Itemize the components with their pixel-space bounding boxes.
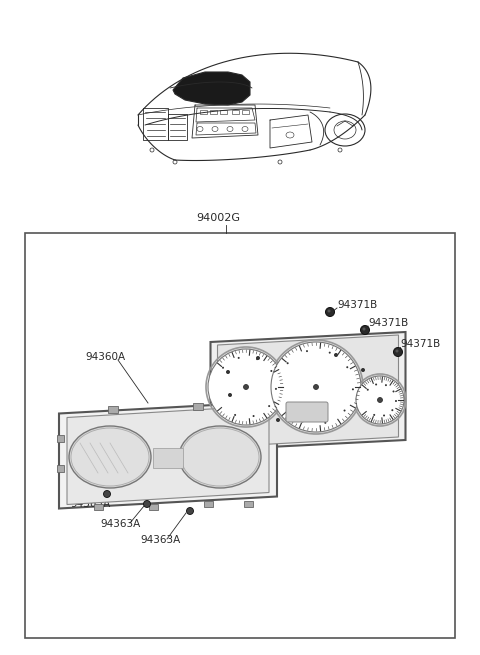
Text: 94371B: 94371B xyxy=(337,300,377,310)
Ellipse shape xyxy=(396,350,398,352)
Ellipse shape xyxy=(144,500,151,508)
Ellipse shape xyxy=(243,384,249,390)
Ellipse shape xyxy=(325,307,335,316)
Ellipse shape xyxy=(271,342,361,432)
Bar xyxy=(242,110,249,114)
Ellipse shape xyxy=(252,415,254,417)
Text: 94363A: 94363A xyxy=(100,519,140,529)
Polygon shape xyxy=(153,448,183,468)
Ellipse shape xyxy=(181,428,259,486)
Ellipse shape xyxy=(367,388,369,391)
Text: 94363A: 94363A xyxy=(70,499,110,509)
Ellipse shape xyxy=(256,358,258,360)
Polygon shape xyxy=(173,72,250,105)
Text: 94363A: 94363A xyxy=(140,535,180,545)
Polygon shape xyxy=(59,402,277,508)
Polygon shape xyxy=(217,335,398,447)
Ellipse shape xyxy=(301,421,303,422)
Bar xyxy=(200,110,207,114)
Polygon shape xyxy=(67,405,269,504)
Ellipse shape xyxy=(234,414,236,416)
Ellipse shape xyxy=(360,326,370,335)
Ellipse shape xyxy=(71,428,149,486)
Ellipse shape xyxy=(329,352,331,354)
Ellipse shape xyxy=(393,390,395,392)
Ellipse shape xyxy=(179,426,261,488)
Text: 94360A: 94360A xyxy=(85,352,125,362)
Ellipse shape xyxy=(383,415,385,417)
Ellipse shape xyxy=(344,409,346,411)
Ellipse shape xyxy=(373,414,375,416)
Bar xyxy=(244,501,253,507)
Bar xyxy=(57,435,64,442)
Ellipse shape xyxy=(334,353,338,357)
Ellipse shape xyxy=(187,508,193,514)
Bar xyxy=(232,110,239,114)
Ellipse shape xyxy=(385,384,387,386)
Ellipse shape xyxy=(362,328,365,331)
Bar xyxy=(94,504,103,510)
Ellipse shape xyxy=(324,422,326,424)
Bar xyxy=(220,110,227,114)
Ellipse shape xyxy=(276,418,280,422)
Bar xyxy=(25,233,455,638)
FancyBboxPatch shape xyxy=(286,402,328,422)
Ellipse shape xyxy=(395,400,397,402)
Ellipse shape xyxy=(222,367,224,369)
Ellipse shape xyxy=(256,356,260,360)
Ellipse shape xyxy=(104,491,110,498)
Ellipse shape xyxy=(377,398,383,403)
Ellipse shape xyxy=(270,370,272,372)
Ellipse shape xyxy=(327,310,331,312)
Polygon shape xyxy=(211,332,406,450)
Bar xyxy=(108,405,118,413)
Ellipse shape xyxy=(375,383,377,386)
Bar xyxy=(193,403,203,410)
Bar xyxy=(204,501,213,507)
Ellipse shape xyxy=(346,366,348,368)
Ellipse shape xyxy=(238,357,240,359)
Text: 94371B: 94371B xyxy=(368,318,408,328)
Ellipse shape xyxy=(268,405,270,407)
Ellipse shape xyxy=(306,350,308,352)
Ellipse shape xyxy=(226,370,230,374)
Ellipse shape xyxy=(391,409,393,411)
Bar xyxy=(57,465,64,472)
Ellipse shape xyxy=(69,426,151,488)
Ellipse shape xyxy=(313,384,319,390)
Ellipse shape xyxy=(208,349,284,425)
Ellipse shape xyxy=(394,348,403,356)
Ellipse shape xyxy=(352,388,354,390)
Text: 94002G: 94002G xyxy=(196,213,240,223)
Ellipse shape xyxy=(287,362,288,364)
Ellipse shape xyxy=(275,388,277,390)
Bar xyxy=(210,110,217,114)
Text: 94371B: 94371B xyxy=(400,339,440,349)
Ellipse shape xyxy=(356,376,404,424)
Ellipse shape xyxy=(228,393,232,397)
Ellipse shape xyxy=(361,368,365,372)
Bar xyxy=(149,504,158,510)
